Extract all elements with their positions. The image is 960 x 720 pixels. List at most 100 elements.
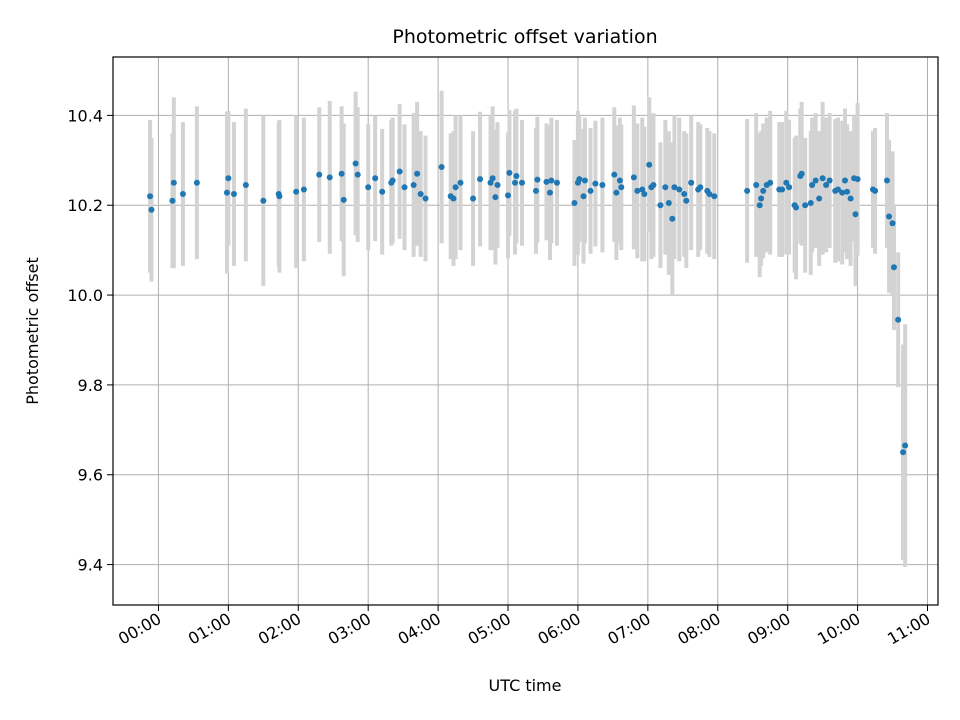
data-point bbox=[835, 186, 842, 193]
data-point bbox=[414, 170, 421, 177]
data-point bbox=[477, 176, 484, 183]
data-point bbox=[900, 449, 907, 456]
data-point bbox=[697, 184, 704, 191]
data-point bbox=[650, 182, 657, 189]
plot-frame bbox=[112, 56, 939, 606]
data-point bbox=[372, 175, 379, 182]
data-point bbox=[179, 191, 186, 197]
data-point bbox=[657, 202, 664, 209]
data-point bbox=[587, 187, 594, 194]
data-point bbox=[506, 169, 513, 176]
data-point bbox=[354, 171, 361, 178]
data-point bbox=[902, 442, 909, 449]
data-point bbox=[410, 182, 417, 189]
data-point bbox=[338, 170, 345, 177]
data-point bbox=[611, 171, 618, 178]
data-point bbox=[230, 191, 237, 197]
data-point bbox=[352, 160, 359, 167]
data-point bbox=[753, 182, 760, 189]
data-point bbox=[842, 177, 849, 184]
data-point bbox=[513, 173, 520, 180]
data-point bbox=[505, 192, 512, 199]
data-point bbox=[470, 195, 477, 202]
data-point bbox=[618, 184, 625, 191]
chart-title: Photometric offset variation bbox=[392, 26, 657, 48]
data-point bbox=[681, 191, 688, 197]
data-point bbox=[193, 179, 200, 186]
data-point bbox=[854, 176, 861, 183]
data-point bbox=[581, 177, 588, 184]
data-point bbox=[665, 199, 672, 206]
data-point bbox=[883, 177, 890, 184]
data-point bbox=[895, 316, 902, 323]
y-tick-label: 10.2 bbox=[67, 196, 103, 215]
data-point bbox=[798, 170, 805, 177]
data-point bbox=[576, 176, 583, 183]
data-point bbox=[489, 175, 496, 182]
data-point bbox=[543, 178, 550, 185]
data-point bbox=[260, 197, 267, 204]
data-point bbox=[886, 213, 893, 220]
data-point bbox=[807, 199, 814, 206]
data-point bbox=[379, 188, 386, 195]
data-point bbox=[401, 184, 408, 191]
data-point bbox=[225, 175, 232, 182]
data-point bbox=[826, 177, 833, 184]
data-point bbox=[170, 179, 177, 186]
data-point bbox=[844, 188, 851, 195]
data-point bbox=[676, 186, 683, 193]
data-point bbox=[534, 176, 541, 183]
data-point bbox=[669, 215, 676, 222]
data-point bbox=[779, 186, 786, 193]
data-point bbox=[519, 179, 526, 186]
x-axis-label: UTC time bbox=[489, 676, 562, 695]
data-point bbox=[438, 164, 445, 171]
data-point bbox=[553, 179, 560, 186]
data-point bbox=[783, 179, 790, 186]
data-point bbox=[812, 177, 819, 184]
data-point bbox=[293, 188, 300, 195]
data-point bbox=[580, 193, 587, 200]
data-point bbox=[823, 182, 830, 189]
data-point bbox=[816, 195, 823, 202]
data-point bbox=[706, 191, 713, 197]
data-point bbox=[852, 211, 859, 218]
data-point bbox=[671, 184, 678, 191]
data-point bbox=[276, 193, 283, 200]
data-point bbox=[639, 186, 646, 193]
data-point bbox=[662, 184, 669, 191]
data-point bbox=[646, 161, 653, 168]
data-point bbox=[599, 182, 606, 189]
data-point bbox=[422, 195, 429, 202]
data-point bbox=[548, 177, 555, 184]
data-point bbox=[300, 186, 307, 193]
y-axis-ticks: 9.4 9.6 9.8 10.0 10.2 10.4 bbox=[67, 106, 113, 575]
data-point bbox=[890, 264, 897, 271]
data-point bbox=[571, 199, 578, 206]
data-point bbox=[147, 193, 154, 200]
y-tick-label: 10.0 bbox=[67, 286, 103, 305]
data-point bbox=[889, 220, 896, 227]
data-point bbox=[148, 206, 155, 213]
data-point bbox=[365, 184, 372, 191]
data-point bbox=[316, 171, 323, 178]
y-tick-label: 9.8 bbox=[78, 376, 103, 395]
data-point bbox=[756, 202, 763, 209]
data-point bbox=[452, 184, 459, 191]
data-point bbox=[802, 202, 809, 209]
data-point bbox=[809, 182, 816, 189]
data-point bbox=[819, 175, 826, 182]
data-point bbox=[512, 179, 519, 186]
data-point bbox=[634, 187, 641, 194]
data-point bbox=[169, 197, 176, 204]
data-point bbox=[242, 182, 249, 189]
data-point bbox=[326, 174, 333, 181]
data-point bbox=[641, 191, 648, 197]
data-point bbox=[711, 193, 718, 200]
data-point bbox=[613, 189, 620, 196]
data-point bbox=[688, 179, 695, 186]
data-point bbox=[457, 179, 464, 186]
data-point bbox=[786, 184, 793, 191]
data-point bbox=[546, 189, 553, 196]
